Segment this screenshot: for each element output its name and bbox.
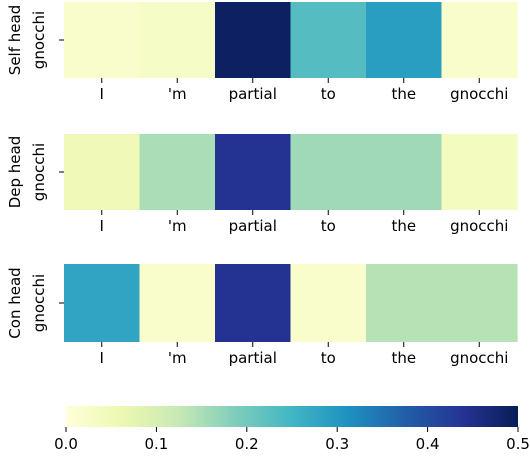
row-label-dep-head: gnocchi bbox=[30, 143, 48, 201]
heatmap-cell bbox=[290, 2, 367, 78]
heatmap-cell bbox=[215, 264, 292, 342]
colorbar-ticks: 0.0 0.1 0.2 0.3 0.4 0.5 bbox=[54, 427, 530, 453]
heatmap-cell bbox=[441, 2, 518, 78]
x-tick-label: 'm bbox=[168, 349, 187, 367]
heatmap-cells-con-head bbox=[64, 264, 518, 342]
colorbar-tick-label: 0.5 bbox=[506, 435, 530, 453]
heatmap-panel-dep-head: I 'm partial to the gnocchi Dep head gnocchi bbox=[6, 134, 518, 235]
y-axis-label-self-head: Self head bbox=[6, 5, 24, 75]
heatmap-cell bbox=[64, 134, 141, 210]
x-tick-label: to bbox=[321, 349, 336, 367]
row-label-con-head: gnocchi bbox=[30, 274, 48, 332]
heatmap-cell bbox=[139, 264, 216, 342]
y-axis-label-dep-head: Dep head bbox=[6, 136, 24, 209]
heatmap-cell bbox=[366, 134, 443, 210]
heatmap-cell bbox=[366, 2, 443, 78]
x-tick-label: partial bbox=[229, 85, 277, 103]
x-tick-label: gnocchi bbox=[450, 85, 508, 103]
x-tick-label: to bbox=[321, 217, 336, 235]
heatmap-cell bbox=[215, 134, 292, 210]
colorbar-tick-label: 0.3 bbox=[325, 435, 349, 453]
x-tick-label: gnocchi bbox=[450, 217, 508, 235]
x-tick-label: 'm bbox=[168, 85, 187, 103]
heatmap-cell bbox=[139, 134, 216, 210]
x-tick-label: I bbox=[100, 85, 104, 103]
colorbar-tick-label: 0.1 bbox=[144, 435, 168, 453]
colorbar-tick-label: 0.0 bbox=[54, 435, 78, 453]
colorbar-gradient bbox=[66, 406, 518, 427]
heatmap-cell bbox=[366, 264, 443, 342]
x-tick-label: I bbox=[100, 217, 104, 235]
x-ticks-con-head: I 'm partial to the gnocchi bbox=[100, 342, 508, 367]
row-label-self-head: gnocchi bbox=[30, 11, 48, 69]
colorbar-tick-label: 0.2 bbox=[235, 435, 259, 453]
heatmap-cell bbox=[290, 264, 367, 342]
x-tick-label: the bbox=[391, 85, 416, 103]
heatmap-cell bbox=[139, 2, 216, 78]
colorbar-tick-label: 0.4 bbox=[416, 435, 440, 453]
x-tick-label: to bbox=[321, 85, 336, 103]
x-tick-label: partial bbox=[229, 217, 277, 235]
heatmap-cells-self-head bbox=[64, 2, 518, 78]
x-ticks-self-head: I 'm partial to the gnocchi bbox=[100, 78, 508, 103]
heatmap-cell bbox=[441, 134, 518, 210]
heatmap-cell bbox=[441, 264, 518, 342]
heatmap-panel-con-head: I 'm partial to the gnocchi Con head gnocchi bbox=[6, 264, 518, 367]
x-tick-label: I bbox=[100, 349, 104, 367]
heatmap-cell bbox=[64, 2, 141, 78]
heatmap-cells-dep-head bbox=[64, 134, 518, 210]
x-tick-label: partial bbox=[229, 349, 277, 367]
heatmap-cell bbox=[64, 264, 141, 342]
x-tick-label: the bbox=[391, 217, 416, 235]
colorbar: 0.0 0.1 0.2 0.3 0.4 0.5 bbox=[54, 406, 530, 453]
heatmap-cell bbox=[215, 2, 292, 78]
x-tick-label: gnocchi bbox=[450, 349, 508, 367]
x-tick-label: the bbox=[391, 349, 416, 367]
x-ticks-dep-head: I 'm partial to the gnocchi bbox=[100, 210, 508, 235]
heatmap-cell bbox=[290, 134, 367, 210]
y-axis-label-con-head: Con head bbox=[6, 267, 24, 338]
heatmap-panel-self-head: I 'm partial to the gnocchi Self head gnocchi bbox=[6, 2, 518, 103]
x-tick-label: 'm bbox=[168, 217, 187, 235]
